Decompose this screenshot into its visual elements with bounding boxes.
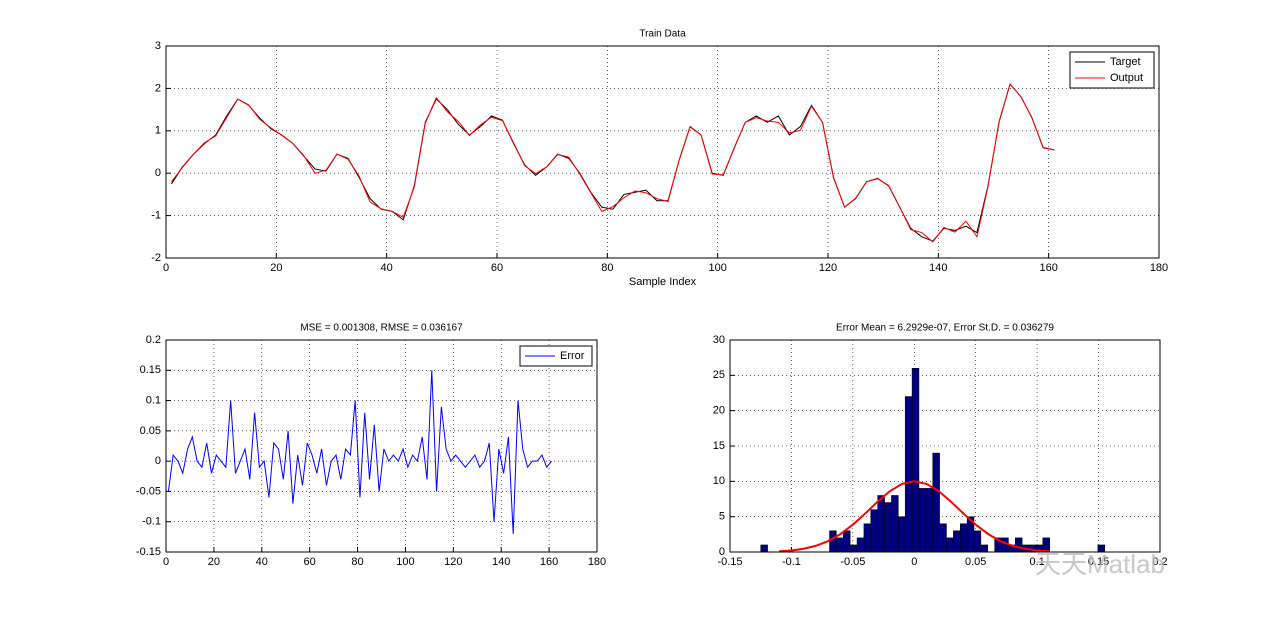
x-tick-label: 20 [270, 262, 282, 274]
y-tick-label: 0.1 [146, 394, 161, 406]
histogram-bar [946, 537, 954, 553]
y-tick-label: 3 [155, 40, 161, 52]
x-tick-label: 100 [708, 262, 726, 274]
histogram-bar [877, 495, 885, 553]
x-tick-label: 40 [381, 262, 393, 274]
x-tick-label: -0.05 [840, 556, 865, 568]
y-tick-label: 0.2 [146, 334, 161, 346]
y-tick-label: 0 [719, 546, 725, 558]
legend-box [1069, 51, 1155, 89]
histogram-bar [829, 530, 837, 553]
plot-area [166, 46, 1159, 258]
x-tick-label: 120 [444, 556, 462, 568]
x-tick-label: 0.2 [1152, 556, 1167, 568]
y-tick-label: -0.1 [142, 516, 161, 528]
plot-area [166, 340, 597, 552]
histogram-bar [836, 537, 844, 553]
histogram-bar [898, 516, 906, 553]
legend-label: Output [1110, 72, 1143, 84]
y-tick-label: -1 [151, 210, 161, 222]
histogram-bar [973, 530, 982, 553]
x-tick-label: 180 [588, 556, 606, 568]
y-tick-label: 15 [713, 440, 725, 452]
chart-title: Train Data [639, 29, 686, 40]
legend-label: Target [1110, 56, 1141, 68]
y-tick-label: 1 [155, 125, 161, 137]
histogram-bar [918, 488, 927, 553]
x-tick-label: 140 [492, 556, 510, 568]
y-tick-label: 0 [155, 167, 161, 179]
y-tick-label: 10 [713, 475, 725, 487]
histogram-bar [891, 495, 899, 553]
legend-box [519, 345, 593, 367]
histogram-bar [856, 537, 865, 553]
y-tick-label: 0 [155, 455, 161, 467]
histogram-bar [932, 452, 940, 553]
histogram-bar [884, 502, 892, 553]
x-tick-label: 80 [601, 262, 613, 274]
watermark: 天天Matlab [1035, 549, 1165, 579]
data-line [171, 83, 1055, 243]
axes-frame [165, 45, 1160, 259]
y-tick-label: 0.15 [140, 364, 161, 376]
histogram-bar [980, 544, 989, 553]
x-tick-label: 100 [396, 556, 414, 568]
x-tick-label: 80 [351, 556, 363, 568]
x-tick-label: 60 [491, 262, 503, 274]
histogram-bar [1001, 537, 1009, 553]
axes-frame [165, 339, 598, 553]
x-tick-label: 160 [1039, 262, 1057, 274]
x-tick-label: 0.15 [1088, 556, 1109, 568]
y-tick-label: 25 [713, 369, 725, 381]
x-tick-label: 60 [304, 556, 316, 568]
histogram-bar [904, 396, 913, 553]
histogram-bar [1015, 537, 1023, 553]
x-tick-label: 40 [256, 556, 268, 568]
histogram-bar [953, 530, 961, 553]
histogram-bar [863, 523, 872, 553]
x-tick-label: -0.15 [717, 556, 742, 568]
y-tick-label: -0.05 [136, 485, 161, 497]
x-tick-label: 0 [163, 262, 169, 274]
y-tick-label: 30 [713, 334, 725, 346]
x-tick-label: 0 [163, 556, 169, 568]
y-tick-label: -2 [151, 252, 161, 264]
x-tick-label: 180 [1150, 262, 1168, 274]
histogram-bar [870, 509, 878, 553]
x-tick-label: 160 [540, 556, 558, 568]
histogram-bar [939, 523, 947, 553]
y-tick-label: 20 [713, 405, 725, 417]
histogram-bar [760, 544, 768, 553]
x-tick-label: 0.05 [965, 556, 986, 568]
x-tick-label: -0.1 [782, 556, 801, 568]
chart-title: Error Mean = 6.2929e-07, Error St.D. = 0… [836, 323, 1054, 334]
y-tick-label: 0.05 [140, 425, 161, 437]
x-tick-label: 0 [911, 556, 917, 568]
fit-curve [779, 480, 1050, 553]
x-axis-label: Sample Index [629, 276, 697, 288]
legend-label: Error [560, 350, 585, 362]
x-tick-label: 20 [208, 556, 220, 568]
axes-frame [729, 339, 1161, 553]
x-tick-label: 120 [819, 262, 837, 274]
histogram-bar [849, 544, 858, 553]
y-tick-label: 5 [719, 511, 725, 523]
histogram-bar [843, 530, 851, 553]
chart-title: MSE = 0.001308, RMSE = 0.036167 [300, 323, 463, 334]
histogram-bar [959, 523, 968, 553]
histogram-bar [925, 488, 933, 553]
y-tick-label: -0.15 [136, 546, 161, 558]
plot-area [730, 340, 1160, 552]
x-tick-label: 140 [929, 262, 947, 274]
y-tick-label: 2 [155, 82, 161, 94]
x-tick-label: 0.1 [1029, 556, 1044, 568]
data-line [167, 370, 552, 534]
histogram-bar [911, 368, 920, 553]
